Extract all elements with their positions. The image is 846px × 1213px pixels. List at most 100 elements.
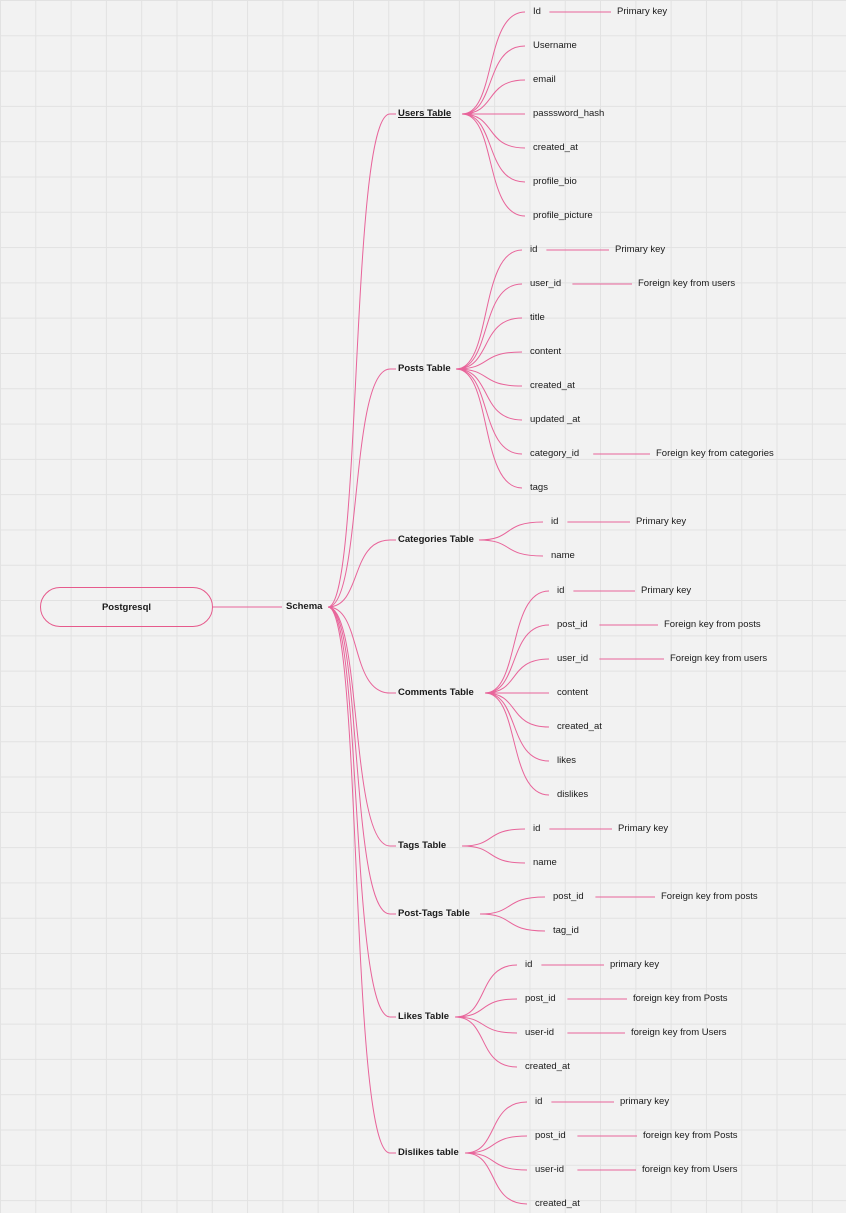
users-table-field-email[interactable]: email bbox=[533, 74, 556, 85]
posts-table-to-created-at-line bbox=[455, 368, 523, 387]
schema-to-users-table-line bbox=[327, 113, 391, 608]
table-node-dislikes-table[interactable]: Dislikes table bbox=[398, 1147, 459, 1158]
posts-table-user-id-note[interactable]: Foreign key from users bbox=[638, 278, 736, 289]
comments-table-to-created-at-line bbox=[484, 692, 550, 728]
users-table-id-note[interactable]: Primary key bbox=[617, 6, 668, 17]
likes-table-field-user-id[interactable]: user-id bbox=[525, 1027, 555, 1038]
schema-to-post-tags-table-line bbox=[327, 606, 391, 915]
comments-table-field-dislikes[interactable]: dislikes bbox=[557, 789, 589, 800]
users-table-field-created-at[interactable]: created_at bbox=[533, 142, 578, 153]
comments-table-field-post-id[interactable]: post_id bbox=[557, 619, 588, 630]
posts-table-to-title-line bbox=[455, 317, 523, 370]
users-table-to-created-at-line bbox=[461, 113, 526, 149]
post-tags-table-to-tag-id-line bbox=[479, 913, 546, 932]
posts-table-field-tags[interactable]: tags bbox=[530, 482, 548, 493]
tags-table-to-name-line bbox=[461, 845, 526, 864]
users-table-field-username[interactable]: Username bbox=[533, 40, 577, 51]
dislikes-table-id-note[interactable]: primary key bbox=[620, 1096, 670, 1107]
users-table-field-profile-picture[interactable]: profile_picture bbox=[533, 210, 593, 221]
posts-table-field-category-id[interactable]: category_id bbox=[530, 448, 580, 459]
posts-table-field-updated-at[interactable]: updated _at bbox=[530, 414, 581, 425]
users-table-field-profile-bio[interactable]: profile_bio bbox=[533, 176, 577, 187]
likes-table-to-post-id-line bbox=[454, 998, 518, 1018]
table-node-users-table[interactable]: Users Table bbox=[398, 108, 452, 119]
schema-node-label: Schema bbox=[286, 601, 323, 612]
dislikes-table-to-created-at-line bbox=[464, 1152, 528, 1205]
comments-table-field-likes[interactable]: likes bbox=[557, 755, 577, 766]
schema-to-categories-table-line bbox=[327, 539, 391, 608]
schema-to-dislikes-table-line bbox=[327, 606, 391, 1154]
root-node-postgresql[interactable]: Postgresql bbox=[40, 587, 213, 627]
dislikes-table-field-user-id[interactable]: user-id bbox=[535, 1164, 565, 1175]
categories-table-to-id-line bbox=[478, 521, 544, 541]
comments-table-field-created-at[interactable]: created_at bbox=[557, 721, 602, 732]
likes-table-id-note[interactable]: primary key bbox=[610, 959, 660, 970]
likes-table-post-id-note[interactable]: foreign key from Posts bbox=[633, 993, 728, 1004]
categories-table-to-name-line bbox=[478, 539, 544, 557]
table-node-post-tags-table[interactable]: Post-Tags Table bbox=[398, 908, 470, 919]
users-table-field-id[interactable]: Id bbox=[533, 6, 541, 17]
posts-table-field-created-at[interactable]: created_at bbox=[530, 380, 575, 391]
categories-table-field-id[interactable]: id bbox=[551, 516, 559, 527]
likes-table-field-post-id[interactable]: post_id bbox=[525, 993, 556, 1004]
root-node-label: Postgresql bbox=[101, 601, 152, 613]
posts-table-id-note[interactable]: Primary key bbox=[615, 244, 666, 255]
posts-table-to-tags-line bbox=[455, 368, 523, 489]
likes-table-field-id[interactable]: id bbox=[525, 959, 533, 970]
tags-table-field-name[interactable]: name bbox=[533, 857, 557, 868]
comments-table-to-likes-line bbox=[484, 692, 550, 762]
posts-table-field-content[interactable]: content bbox=[530, 346, 562, 357]
dislikes-table-field-post-id[interactable]: post_id bbox=[535, 1130, 566, 1141]
comments-table-id-note[interactable]: Primary key bbox=[641, 585, 692, 596]
categories-table-id-note[interactable]: Primary key bbox=[636, 516, 687, 527]
likes-table-to-created-at-line bbox=[454, 1016, 518, 1068]
posts-table-to-id-line bbox=[455, 249, 523, 370]
likes-table-field-created-at[interactable]: created_at bbox=[525, 1061, 570, 1072]
schema-to-likes-table-line bbox=[327, 606, 391, 1018]
schema-node[interactable]: Schema bbox=[286, 601, 322, 613]
comments-table-field-user-id[interactable]: user_id bbox=[557, 653, 589, 664]
tags-table-id-note[interactable]: Primary key bbox=[618, 823, 669, 834]
users-table-to-profile-bio-line bbox=[461, 113, 526, 183]
dislikes-table-to-id-line bbox=[464, 1101, 528, 1154]
table-node-tags-table[interactable]: Tags Table bbox=[398, 840, 447, 851]
likes-table-to-id-line bbox=[454, 964, 518, 1018]
users-table-to-email-line bbox=[461, 79, 526, 115]
schema-to-comments-table-line bbox=[327, 606, 391, 694]
table-node-comments-table[interactable]: Comments Table bbox=[398, 687, 474, 698]
table-node-likes-table[interactable]: Likes Table bbox=[398, 1011, 450, 1022]
comments-table-user-id-note[interactable]: Foreign key from users bbox=[670, 653, 768, 664]
schema-to-tags-table-line bbox=[327, 606, 391, 847]
categories-table-field-name[interactable]: name bbox=[551, 550, 575, 561]
tags-table-field-id[interactable]: id bbox=[533, 823, 541, 834]
posts-table-field-title[interactable]: title bbox=[530, 312, 545, 323]
posts-table-to-content-line bbox=[455, 351, 523, 370]
comments-table-field-content[interactable]: content bbox=[557, 687, 589, 698]
dislikes-table-user-id-note[interactable]: foreign key from Users bbox=[642, 1164, 738, 1175]
dislikes-table-to-post-id-line bbox=[464, 1135, 528, 1154]
posts-table-to-user-id-line bbox=[455, 283, 523, 370]
posts-table-field-user-id[interactable]: user_id bbox=[530, 278, 562, 289]
table-node-categories-table[interactable]: Categories Table bbox=[398, 534, 474, 545]
dislikes-table-post-id-note[interactable]: foreign key from Posts bbox=[643, 1130, 738, 1141]
table-node-posts-table[interactable]: Posts Table bbox=[398, 363, 451, 374]
users-table-field-passsword-hash[interactable]: passsword_hash bbox=[533, 108, 605, 119]
dislikes-table-to-user-id-line bbox=[464, 1152, 528, 1171]
comments-table-post-id-note[interactable]: Foreign key from posts bbox=[664, 619, 761, 630]
likes-table-user-id-note[interactable]: foreign key from Users bbox=[631, 1027, 727, 1038]
comments-table-field-id[interactable]: id bbox=[557, 585, 565, 596]
post-tags-table-field-tag-id[interactable]: tag_id bbox=[553, 925, 579, 936]
comments-table-to-id-line bbox=[484, 590, 550, 694]
post-tags-table-field-post-id[interactable]: post_id bbox=[553, 891, 584, 902]
post-tags-table-post-id-note[interactable]: Foreign key from posts bbox=[661, 891, 758, 902]
dislikes-table-field-created-at[interactable]: created_at bbox=[535, 1198, 580, 1209]
posts-table-category-id-note[interactable]: Foreign key from categories bbox=[656, 448, 774, 459]
comments-table-to-user-id-line bbox=[484, 658, 550, 694]
posts-table-to-updated-at-line bbox=[455, 368, 523, 421]
schema-to-posts-table-line bbox=[327, 368, 391, 608]
users-table-to-username-line bbox=[461, 45, 526, 115]
posts-table-field-id[interactable]: id bbox=[530, 244, 538, 255]
dislikes-table-field-id[interactable]: id bbox=[535, 1096, 543, 1107]
